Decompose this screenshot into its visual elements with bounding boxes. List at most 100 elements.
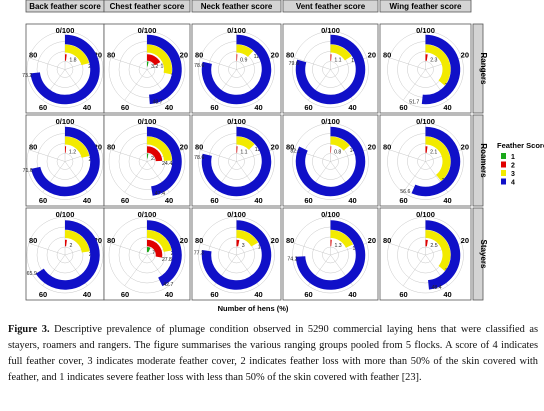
tick-label-top-rangers-back-feather-score: 0/100 [56,26,75,35]
grid-spoke-rangers-wing-feather-score-3 [402,69,426,101]
tick-label-bottom-right-stayers-neck-feather-score: 40 [254,290,262,299]
data-label-rangers-back-feather-score-score-4: 73.2 [22,73,32,79]
tick-label-right-roamers-chest-feather-score: 20 [180,143,188,152]
tick-label-bottom-left-roamers-chest-feather-score: 60 [121,196,129,205]
tick-label-bottom-right-stayers-wing-feather-score: 40 [443,290,451,299]
bar-stayers-neck-feather-score-score-3 [236,230,259,247]
tick-label-bottom-right-roamers-wing-feather-score: 40 [443,196,451,205]
bar-rangers-back-feather-score-score-3 [64,44,90,66]
tick-label-right-stayers-chest-feather-score: 20 [180,236,188,245]
data-label-stayers-vent-feather-score-score-2: 1.3 [334,243,341,249]
caption-text: Descriptive prevalence of plumage condit… [8,324,539,383]
tick-label-bottom-right-rangers-neck-feather-score: 40 [254,103,262,112]
tick-label-top-stayers-chest-feather-score: 0/100 [138,210,157,219]
tick-label-left-roamers-neck-feather-score: 80 [195,143,203,152]
data-label-roamers-chest-feather-score-score-4: 47.4 [155,191,165,197]
bar-roamers-wing-feather-score-score-4 [411,126,461,197]
data-label-roamers-back-feather-score-score-2: 1.2 [69,150,76,156]
data-label-roamers-wing-feather-score-score-4: 56.6 [400,189,410,195]
tick-label-left-stayers-neck-feather-score: 80 [195,236,203,245]
caption-label: Figure 3. [8,324,50,335]
tick-label-bottom-right-rangers-vent-feather-score: 40 [348,103,356,112]
tick-label-top-roamers-neck-feather-score: 0/100 [227,117,246,126]
tick-label-bottom-right-rangers-wing-feather-score: 40 [443,103,451,112]
bar-stayers-chest-feather-score-score-2 [146,239,163,258]
bar-rangers-chest-feather-score-score-2 [146,54,161,66]
bar-roamers-back-feather-score-score-3 [64,136,90,159]
tick-label-top-stayers-wing-feather-score: 0/100 [416,210,435,219]
bar-stayers-vent-feather-score-score-4 [295,220,366,290]
grid-spoke-rangers-back-feather-score-4 [28,57,66,70]
row-strip-rangers [472,23,484,114]
tick-label-left-rangers-chest-feather-score: 80 [107,51,115,60]
grid-spoke-roamers-chest-feather-score-4 [110,149,148,162]
tick-label-bottom-left-rangers-back-feather-score: 60 [39,103,47,112]
bar-stayers-back-feather-score-score-4 [35,220,100,290]
grid-spoke-stayers-wing-feather-score-3 [402,254,426,286]
bar-roamers-chest-feather-score-score-2 [146,146,163,162]
tick-label-right-roamers-neck-feather-score: 20 [271,143,279,152]
tick-label-bottom-left-rangers-wing-feather-score: 60 [399,103,407,112]
tick-label-top-stayers-back-feather-score: 0/100 [56,210,75,219]
data-label-roamers-neck-feather-score-score-2: 1.1 [240,150,247,156]
bar-roamers-vent-feather-score-score-3 [330,136,350,151]
data-label-rangers-wing-feather-score-score-2: 2.3 [430,58,437,64]
tick-label-bottom-right-roamers-back-feather-score: 40 [83,196,91,205]
tick-label-right-rangers-wing-feather-score: 20 [461,51,469,60]
grid-spoke-rangers-chest-feather-score-4 [110,57,148,70]
data-label-stayers-back-feather-score-score-2: 2 [70,243,73,249]
tick-label-top-rangers-neck-feather-score: 0/100 [227,26,246,35]
bar-roamers-wing-feather-score-score-3 [425,136,451,182]
data-label-stayers-neck-feather-score-score-4: 77.3 [194,251,204,257]
bar-stayers-chest-feather-score-score-4 [146,220,182,287]
radial-bar-figure: Back feather score Chest feather score Nec… [22,0,544,313]
bar-roamers-vent-feather-score-score-4 [295,126,366,197]
data-label-rangers-chest-feather-score-score-4: 48.7 [152,99,162,105]
tick-label-bottom-left-rangers-neck-feather-score: 60 [210,103,218,112]
bar-stayers-chest-feather-score-score-1 [146,246,151,253]
tick-label-top-roamers-wing-feather-score: 0/100 [416,117,435,126]
data-label-stayers-back-feather-score-score-4: 65.9 [27,271,37,277]
tick-label-bottom-left-stayers-wing-feather-score: 60 [399,290,407,299]
column-header-vent-feather-score [282,0,379,13]
column-header-label-wing-feather-score: Wing feather score [390,2,462,11]
data-label-roamers-neck-feather-score-score-4: 78.6 [194,155,204,161]
data-label-roamers-vent-feather-score-score-2: 0.8 [334,150,341,156]
data-label-roamers-chest-feather-score-score-2: 24.4 [162,161,172,167]
grid-spoke-stayers-neck-feather-score-4 [200,243,237,256]
row-strip-label-stayers: Stayers [479,240,488,269]
bar-stayers-back-feather-score-score-3 [64,230,90,253]
tick-label-bottom-right-roamers-neck-feather-score: 40 [254,196,262,205]
data-label-rangers-neck-feather-score-score-2: 0.9 [240,58,247,64]
bar-rangers-neck-feather-score-score-4 [201,34,272,105]
data-label-roamers-chest-feather-score-score-1: 2.8 [151,156,158,162]
column-header-label-back-feather-score: Back feather score [29,2,101,11]
tick-label-top-roamers-back-feather-score: 0/100 [56,117,75,126]
row-strip-label-roamers: Roamers [479,143,488,178]
data-label-rangers-vent-feather-score-score-2: 1.1 [334,58,341,64]
bar-rangers-vent-feather-score-score-3 [330,44,352,61]
data-label-roamers-wing-feather-score-score-2: 2.1 [430,150,437,156]
tick-label-bottom-left-stayers-back-feather-score: 60 [39,290,47,299]
column-header-wing-feather-score [379,0,472,13]
data-label-stayers-neck-feather-score-score-2: 3 [242,243,245,249]
tick-label-bottom-right-stayers-vent-feather-score: 40 [348,290,356,299]
tick-label-bottom-right-roamers-vent-feather-score: 40 [348,196,356,205]
bar-rangers-wing-feather-score-score-4 [421,34,461,105]
tick-label-left-roamers-wing-feather-score: 80 [383,143,391,152]
grid-spoke-rangers-chest-feather-score-3 [124,69,148,101]
tick-label-top-rangers-wing-feather-score: 0/100 [416,26,435,35]
grid-spoke-stayers-wing-feather-score-4 [389,243,426,256]
tick-label-left-rangers-back-feather-score: 80 [29,51,37,60]
bar-roamers-neck-feather-score-score-4 [201,126,272,197]
tick-label-top-stayers-neck-feather-score: 0/100 [227,210,246,219]
tick-label-top-roamers-chest-feather-score: 0/100 [138,117,157,126]
data-label-stayers-chest-feather-score-score-4: 42.7 [163,282,173,288]
data-label-stayers-wing-feather-score-score-4: 48.4 [432,285,442,291]
grid-spoke-stayers-chest-feather-score-4 [110,243,148,256]
grid-spoke-stayers-back-feather-score-4 [28,243,66,256]
bar-rangers-back-feather-score-score-4 [30,34,100,105]
row-strip-label-rangers: Rangers [479,52,488,85]
tick-label-left-stayers-back-feather-score: 80 [29,236,37,245]
legend-label-2: 2 [511,163,515,170]
